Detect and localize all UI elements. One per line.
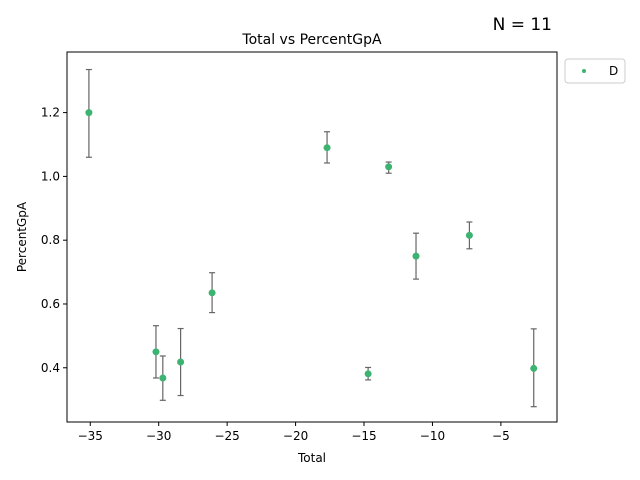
- legend: D: [564, 58, 626, 84]
- data-point-group: [323, 131, 331, 164]
- data-point: [152, 348, 160, 356]
- x-tick-label: −20: [283, 429, 308, 443]
- data-point: [530, 364, 538, 372]
- x-axis-label: Total: [297, 451, 326, 465]
- x-tick-label: −30: [146, 429, 171, 443]
- y-tick-label: 0.8: [41, 233, 60, 247]
- data-point-group: [385, 161, 393, 174]
- data-point-group: [412, 232, 420, 280]
- legend-frame: [564, 58, 626, 84]
- series-layer: [85, 68, 538, 408]
- data-point-group: [208, 272, 216, 314]
- data-point: [323, 144, 331, 152]
- y-tick-label: 1.2: [41, 106, 60, 120]
- data-point-group: [364, 366, 372, 381]
- ticks-layer: −35 −30 −25 −20 −15 −10 −5 0.4 0.6 0.8 1.0 1.2: [41, 106, 510, 443]
- data-point: [364, 370, 372, 378]
- data-point: [385, 163, 393, 171]
- data-point: [208, 289, 216, 297]
- plot-frame: [66, 51, 558, 423]
- data-point-group: [85, 68, 93, 158]
- data-point: [465, 231, 473, 239]
- legend-entry-label: D: [609, 64, 618, 78]
- legend-marker: [582, 69, 586, 73]
- x-tick-label: −35: [78, 429, 103, 443]
- data-point: [177, 358, 185, 366]
- x-tick-label: −5: [492, 429, 510, 443]
- sample-size-annotation: N = 11: [493, 15, 552, 35]
- x-tick-label: −10: [420, 429, 445, 443]
- x-tick-label: −15: [351, 429, 376, 443]
- data-point-group: [152, 325, 160, 379]
- chart-title: Total vs PercentGpA: [241, 32, 382, 48]
- data-point: [85, 109, 93, 117]
- y-tick-label: 1.0: [41, 169, 60, 183]
- data-point: [159, 374, 167, 382]
- data-point-group: [530, 328, 538, 408]
- data-point-group: [159, 355, 167, 401]
- data-point: [412, 252, 420, 260]
- y-tick-label: 0.4: [41, 361, 60, 375]
- data-point-group: [177, 327, 185, 397]
- y-axis-label: PercentGpA: [15, 201, 29, 272]
- y-tick-label: 0.6: [41, 297, 60, 311]
- data-point-group: [465, 221, 473, 250]
- x-tick-label: −25: [214, 429, 239, 443]
